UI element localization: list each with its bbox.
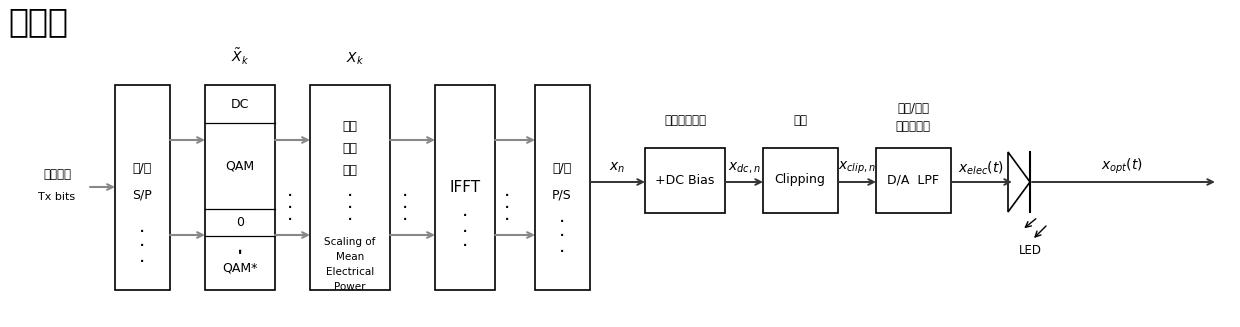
Text: ·: · bbox=[286, 187, 293, 206]
Text: QAM: QAM bbox=[226, 160, 254, 173]
Text: ·: · bbox=[139, 252, 145, 271]
Bar bbox=[534, 85, 590, 290]
Text: 叠加直流偏置: 叠加直流偏置 bbox=[663, 113, 706, 127]
Text: Power: Power bbox=[335, 282, 366, 292]
Text: Electrical: Electrical bbox=[326, 267, 374, 277]
Polygon shape bbox=[1008, 152, 1030, 212]
Text: 调整: 调整 bbox=[342, 121, 357, 133]
Text: ·: · bbox=[559, 213, 565, 232]
Text: ·: · bbox=[402, 199, 408, 218]
Text: 0: 0 bbox=[236, 215, 244, 229]
Text: P/S: P/S bbox=[552, 188, 572, 201]
Text: ·: · bbox=[237, 243, 243, 262]
Text: ·: · bbox=[347, 212, 353, 231]
Text: $\tilde{X}_k$: $\tilde{X}_k$ bbox=[231, 47, 249, 67]
Bar bbox=[645, 148, 725, 213]
Bar bbox=[310, 85, 391, 290]
Text: $x_{opt}(t)$: $x_{opt}(t)$ bbox=[1101, 156, 1143, 176]
Text: $x_{clip,n}$: $x_{clip,n}$ bbox=[838, 160, 875, 176]
Text: ·: · bbox=[461, 222, 469, 242]
Text: 数字/模拟: 数字/模拟 bbox=[897, 101, 929, 114]
Text: ·: · bbox=[237, 246, 243, 265]
Text: +DC Bias: +DC Bias bbox=[655, 174, 714, 186]
Text: Mean: Mean bbox=[336, 252, 365, 262]
Text: ·: · bbox=[559, 243, 565, 262]
Text: ·: · bbox=[139, 222, 145, 242]
Text: 发射器: 发射器 bbox=[7, 5, 68, 38]
Text: ·: · bbox=[347, 187, 353, 206]
Text: Tx bits: Tx bits bbox=[38, 192, 76, 202]
Text: $x_n$: $x_n$ bbox=[609, 161, 625, 175]
Text: ·: · bbox=[402, 187, 408, 206]
Text: 信号: 信号 bbox=[342, 143, 357, 156]
Text: ·: · bbox=[503, 199, 510, 218]
Text: ·: · bbox=[402, 212, 408, 231]
Text: S/P: S/P bbox=[133, 188, 151, 201]
Text: Scaling of: Scaling of bbox=[325, 237, 376, 247]
Text: ·: · bbox=[503, 212, 510, 231]
Bar bbox=[115, 85, 170, 290]
Bar bbox=[435, 85, 495, 290]
Text: ·: · bbox=[237, 244, 243, 263]
Text: $X_k$: $X_k$ bbox=[346, 51, 365, 67]
Text: D/A  LPF: D/A LPF bbox=[887, 174, 939, 186]
Text: 串/并: 串/并 bbox=[133, 163, 151, 176]
Text: ·: · bbox=[139, 237, 145, 256]
Text: ·: · bbox=[461, 208, 469, 227]
Text: $x_{elec}(t)$: $x_{elec}(t)$ bbox=[959, 159, 1004, 177]
Text: ·: · bbox=[286, 212, 293, 231]
Text: 方差: 方差 bbox=[342, 164, 357, 178]
Text: ·: · bbox=[461, 237, 469, 256]
Text: DC: DC bbox=[231, 97, 249, 111]
Text: Clipping: Clipping bbox=[775, 174, 826, 186]
Bar bbox=[205, 85, 275, 290]
Text: 并/串: 并/串 bbox=[552, 163, 572, 176]
Text: LED: LED bbox=[1018, 244, 1042, 256]
Bar bbox=[875, 148, 951, 213]
Bar bbox=[763, 148, 838, 213]
Text: ·: · bbox=[286, 199, 293, 218]
Text: IFFT: IFFT bbox=[449, 180, 481, 195]
Text: $x_{dc,n}$: $x_{dc,n}$ bbox=[728, 161, 760, 176]
Text: 平滑滤波器: 平滑滤波器 bbox=[895, 119, 930, 132]
Text: ·: · bbox=[503, 187, 510, 206]
Text: 发送比特: 发送比特 bbox=[43, 168, 71, 181]
Text: 削波: 削波 bbox=[794, 113, 807, 127]
Text: ·: · bbox=[347, 199, 353, 218]
Text: ·: · bbox=[559, 228, 565, 247]
Text: QAM*: QAM* bbox=[222, 262, 258, 274]
